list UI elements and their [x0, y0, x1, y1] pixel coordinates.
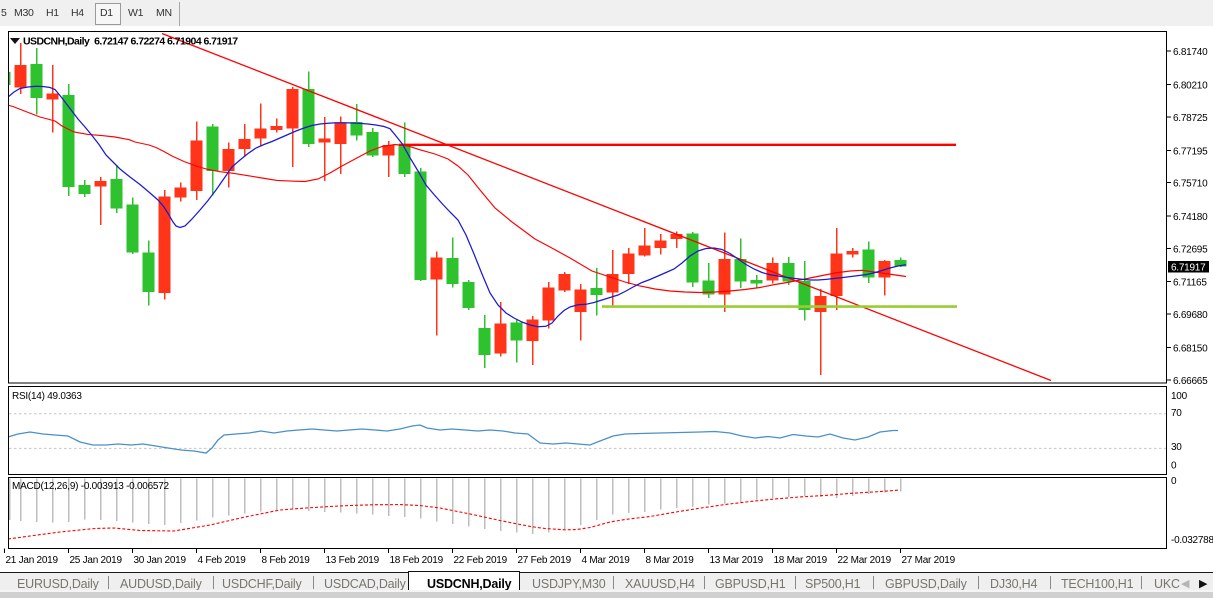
svg-text:18 Feb 2019: 18 Feb 2019	[390, 555, 444, 566]
svg-text:18 Mar 2019: 18 Mar 2019	[774, 555, 828, 566]
svg-text:8 Mar 2019: 8 Mar 2019	[646, 555, 695, 566]
svg-text:6.80210: 6.80210	[1173, 81, 1208, 92]
svg-text:30: 30	[1171, 442, 1182, 453]
svg-text:22 Feb 2019: 22 Feb 2019	[454, 555, 508, 566]
svg-text:6.72695: 6.72695	[1173, 244, 1208, 255]
svg-text:-0.032788: -0.032788	[1171, 535, 1213, 546]
svg-text:13 Mar 2019: 13 Mar 2019	[710, 555, 764, 566]
svg-text:6.77195: 6.77195	[1173, 146, 1208, 157]
svg-text:21 Jan 2019: 21 Jan 2019	[6, 555, 59, 566]
svg-text:6.71917: 6.71917	[1171, 263, 1206, 274]
svg-text:6.75710: 6.75710	[1173, 179, 1208, 190]
svg-text:RSI(14) 49.0363: RSI(14) 49.0363	[12, 391, 82, 402]
svg-text:6.69680: 6.69680	[1173, 310, 1208, 321]
svg-text:0: 0	[1171, 461, 1177, 472]
svg-text:4 Feb 2019: 4 Feb 2019	[198, 555, 247, 566]
svg-text:6.71165: 6.71165	[1173, 278, 1207, 289]
svg-text:100: 100	[1171, 391, 1188, 402]
svg-text:8 Feb 2019: 8 Feb 2019	[262, 555, 311, 566]
svg-text:6.68150: 6.68150	[1173, 343, 1208, 354]
svg-text:25 Jan 2019: 25 Jan 2019	[70, 555, 123, 566]
svg-text:27 Feb 2019: 27 Feb 2019	[518, 555, 572, 566]
svg-text:13 Feb 2019: 13 Feb 2019	[326, 555, 380, 566]
svg-text:MACD(12,26,9) -0.003913 -0.006: MACD(12,26,9) -0.003913 -0.006572	[12, 481, 170, 492]
svg-text:6.66665: 6.66665	[1173, 376, 1208, 387]
svg-text:6.74180: 6.74180	[1173, 212, 1208, 223]
svg-text:6.78725: 6.78725	[1173, 113, 1208, 124]
svg-text:70: 70	[1171, 408, 1182, 419]
svg-text:USDCNH,Daily 6.72147 6.72274: USDCNH,Daily 6.72147 6.72274 6.71904 6.7…	[23, 36, 238, 48]
svg-text:27 Mar 2019: 27 Mar 2019	[902, 555, 956, 566]
svg-text:6.81740: 6.81740	[1173, 47, 1208, 58]
svg-text:4 Mar 2019: 4 Mar 2019	[582, 555, 631, 566]
svg-text:30 Jan 2019: 30 Jan 2019	[134, 555, 187, 566]
svg-text:22 Mar 2019: 22 Mar 2019	[838, 555, 892, 566]
svg-text:0: 0	[1171, 476, 1177, 487]
